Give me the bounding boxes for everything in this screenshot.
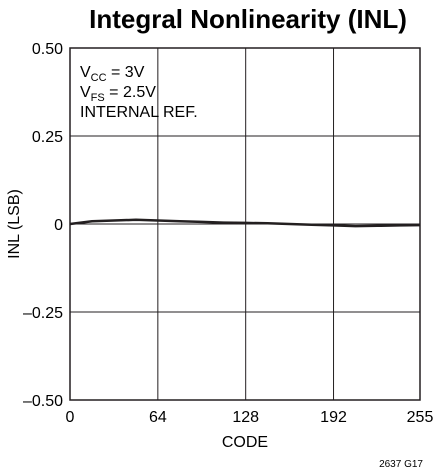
x-tick-labels: 0 64 128 192 255 <box>66 409 434 426</box>
inl-series-line <box>69 218 421 228</box>
x-axis-label: CODE <box>222 434 268 451</box>
x-tick-label: 255 <box>407 409 434 426</box>
x-tick-label: 192 <box>320 409 347 426</box>
annotation-vcc: VCC = 3V <box>80 64 145 84</box>
y-tick-label: –0.50 <box>23 393 63 410</box>
y-tick-label: 0 <box>54 217 63 234</box>
y-tick-label: –0.25 <box>23 305 63 322</box>
x-tick-label: 64 <box>149 409 167 426</box>
y-axis-label: INL (LSB) <box>6 189 23 259</box>
y-tick-labels: 0.50 0.25 0 –0.25 –0.50 <box>23 41 63 410</box>
chart-title: Integral Nonlinearity (INL) <box>89 4 407 34</box>
annotation-vfs: VFS = 2.5V <box>80 84 156 104</box>
figure-id: 2637 G17 <box>379 459 423 470</box>
x-tick-label: 0 <box>66 409 75 426</box>
annotation-ref: INTERNAL REF. <box>80 104 198 121</box>
y-tick-label: 0.50 <box>32 41 63 58</box>
x-tick-label: 128 <box>232 409 259 426</box>
y-tick-label: 0.25 <box>32 129 63 146</box>
series-layer <box>69 218 421 228</box>
